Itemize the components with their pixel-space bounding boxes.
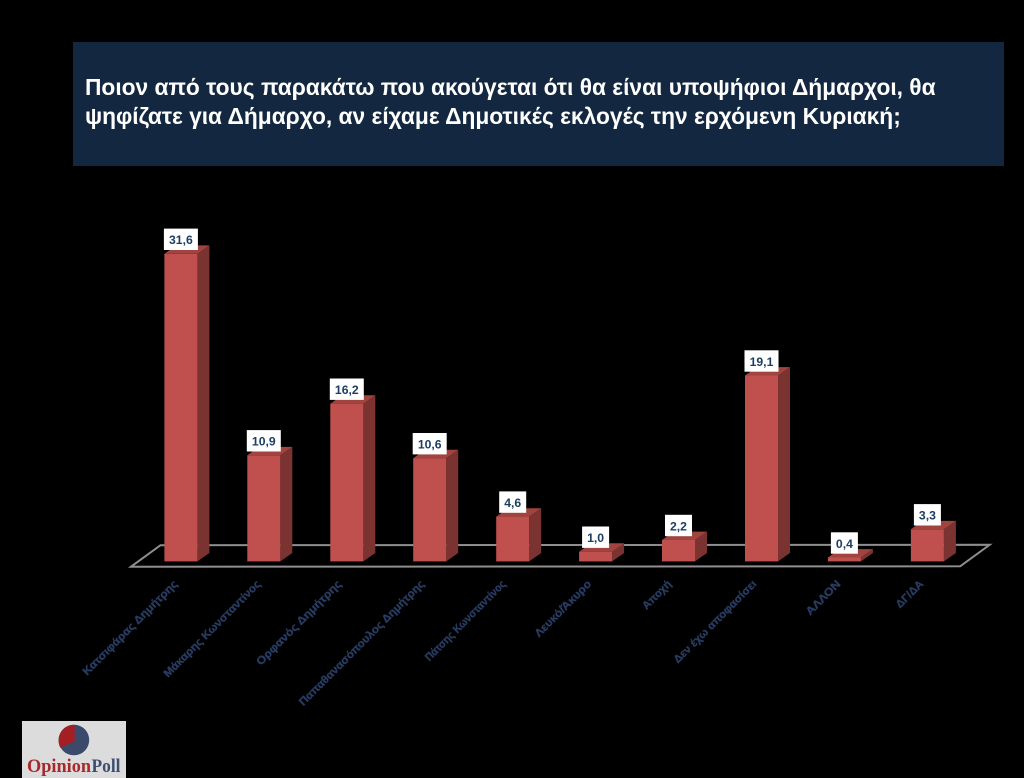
svg-text:Πάτσης Κωνσταντίνος: Πάτσης Κωνσταντίνος (423, 578, 509, 664)
svg-text:1,0: 1,0 (587, 531, 604, 545)
svg-text:Opinion: Opinion (27, 757, 92, 777)
svg-text:Μάκαρης Κωνσταντίνος: Μάκαρης Κωνσταντίνος (162, 578, 264, 680)
svg-text:0,4: 0,4 (836, 537, 853, 551)
svg-text:Poll: Poll (92, 757, 121, 777)
svg-text:16,2: 16,2 (335, 383, 359, 397)
svg-text:4,6: 4,6 (504, 496, 521, 510)
svg-text:3,3: 3,3 (919, 509, 936, 523)
svg-text:31,6: 31,6 (169, 233, 193, 247)
svg-text:19,1: 19,1 (750, 355, 774, 369)
svg-text:Λευκό/Άκυρο: Λευκό/Άκυρο (533, 578, 595, 640)
svg-text:Δεν έχω αποφασίσει: Δεν έχω αποφασίσει (672, 578, 760, 666)
svg-text:Κατσιφάρας Δημήτρης: Κατσιφάρας Δημήτρης (81, 578, 181, 678)
svg-text:Ορφανός Δημήτρης: Ορφανός Δημήτρης (254, 578, 344, 668)
svg-text:2,2: 2,2 (670, 519, 687, 533)
svg-text:ΑΛΛΟΝ: ΑΛΛΟΝ (804, 578, 844, 618)
svg-text:10,9: 10,9 (252, 435, 276, 449)
svg-text:ΔΓ/ΔΑ: ΔΓ/ΔΑ (894, 578, 927, 611)
svg-text:10,6: 10,6 (418, 438, 442, 452)
svg-text:Αποχή: Αποχή (640, 578, 674, 612)
